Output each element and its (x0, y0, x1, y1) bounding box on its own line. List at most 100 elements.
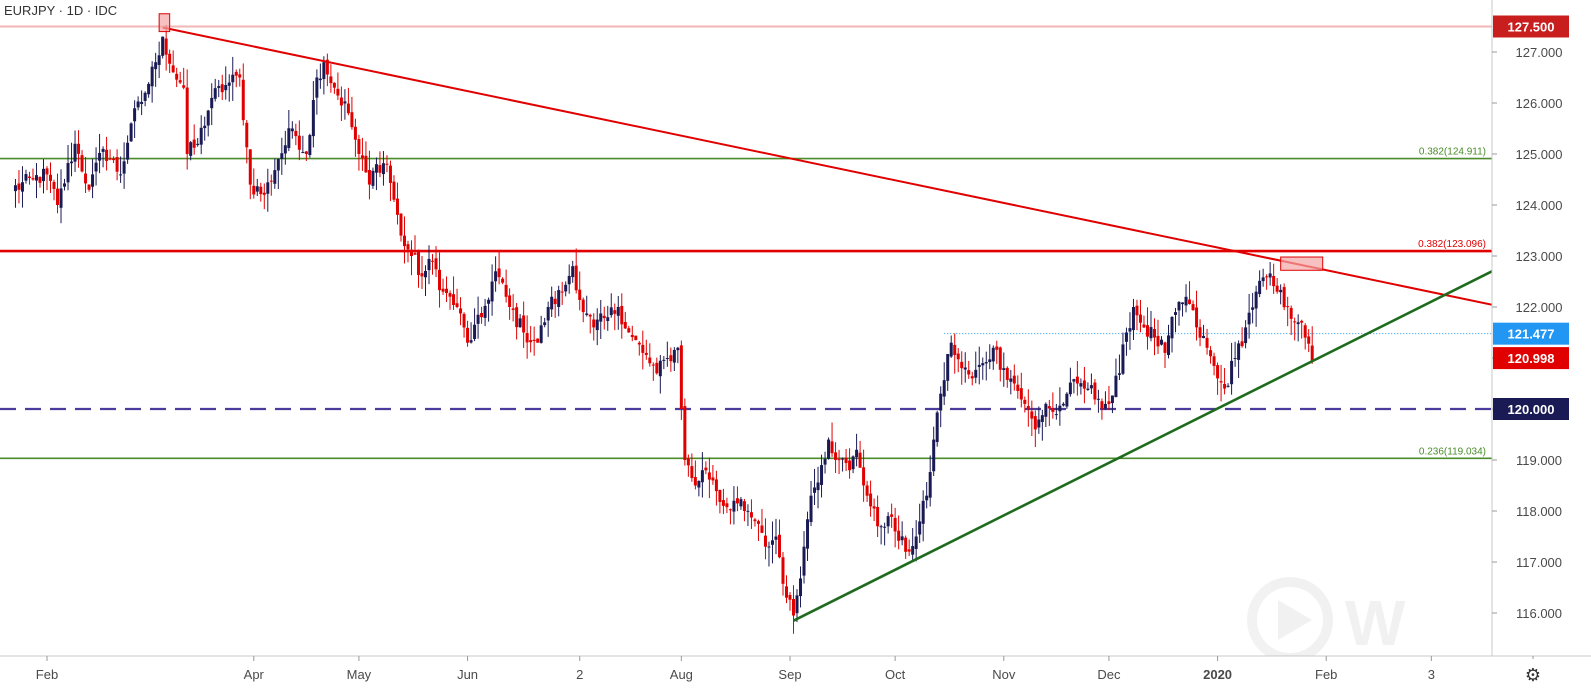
candle-body (553, 298, 557, 305)
candle-body (841, 458, 845, 460)
candle-body (346, 103, 350, 114)
candle-body (620, 305, 624, 325)
candle-body (1100, 401, 1104, 409)
candle-body (402, 235, 406, 247)
candle-body (1012, 375, 1016, 384)
candle-body (690, 466, 694, 479)
gear-icon[interactable]: ⚙ (1525, 665, 1541, 686)
candle-body (550, 296, 554, 310)
candle-body (360, 155, 364, 158)
candle-body (94, 162, 98, 172)
candle-body (935, 412, 939, 442)
candle-body (739, 499, 743, 507)
candle-body (1293, 321, 1297, 323)
highlight-recent-high-box (1280, 256, 1324, 271)
candle-body (1209, 350, 1213, 357)
candle-body (234, 71, 238, 76)
candle-body (353, 126, 357, 140)
candle-body (816, 482, 820, 491)
candle-body (385, 163, 389, 165)
candle-body (1296, 322, 1300, 325)
candle-body (115, 157, 119, 172)
candle-body (66, 163, 70, 183)
candle-body (171, 65, 175, 73)
candle-body (371, 170, 375, 186)
candle-body (1002, 368, 1006, 371)
candle-body (637, 342, 641, 345)
candle-body (742, 501, 746, 511)
candle-body (1033, 416, 1037, 430)
candle-body (20, 182, 24, 192)
candle-body (693, 477, 697, 486)
time-tick-label: Aug (670, 667, 693, 682)
price-tick-label: 125.000 (1516, 147, 1563, 162)
candle-body (578, 289, 582, 300)
candle-body (820, 465, 824, 485)
candle-body (697, 481, 701, 488)
candle-body (876, 506, 880, 527)
time-axis-panel[interactable] (0, 656, 1492, 694)
candle-body (777, 534, 781, 558)
candle-body (210, 97, 214, 109)
candle-body (133, 108, 137, 122)
candle-body (792, 598, 796, 616)
candle-body (802, 546, 806, 576)
candle-body (1044, 403, 1048, 417)
price-tick-label: 124.000 (1516, 198, 1563, 213)
candle-body (473, 324, 477, 340)
candle-body (147, 83, 151, 95)
candle-body (424, 270, 428, 278)
candle-body (332, 82, 336, 88)
candle-body (865, 485, 869, 496)
candle-body (1065, 393, 1069, 407)
price-tick-label: 127.000 (1516, 45, 1563, 60)
candle-body (34, 175, 38, 181)
candle-body (571, 266, 575, 278)
candle-body (441, 288, 445, 292)
candle-body (655, 362, 659, 374)
candle-body (1233, 358, 1237, 359)
candle-body (827, 439, 831, 459)
candle-body (56, 188, 60, 205)
candle-body (981, 363, 985, 366)
candle-body (297, 135, 301, 150)
time-tick-label: 3 (1428, 667, 1435, 682)
candle-body (41, 168, 45, 182)
candle-body (136, 101, 140, 108)
candle-body (1009, 378, 1013, 382)
candle-body (13, 185, 17, 192)
candle-body (494, 271, 498, 282)
candle-body (108, 158, 112, 160)
candle-body (350, 112, 354, 128)
price-tick-label: 117.000 (1516, 555, 1562, 570)
candle-body (784, 586, 788, 598)
candle-body (721, 500, 725, 506)
candle-body (501, 278, 505, 283)
candle-body (844, 457, 848, 464)
candle-body (658, 360, 662, 377)
time-tick-label: Oct (885, 667, 906, 682)
candle-body (1079, 383, 1083, 387)
settings-button[interactable]: ⚙ (1515, 659, 1551, 691)
candle-body (1167, 335, 1171, 356)
candle-body (504, 284, 508, 297)
candle-body (182, 85, 186, 88)
candle-body (799, 578, 803, 597)
candle-body (1117, 373, 1121, 375)
candle-body (1265, 276, 1269, 278)
candle-body (1251, 307, 1255, 310)
candle-body (508, 295, 512, 307)
candle-body (511, 308, 515, 310)
price-badge-label: 120.000 (1508, 402, 1555, 417)
candle-body (1181, 302, 1185, 305)
candle-body (77, 143, 81, 154)
candle-body (420, 273, 424, 277)
candle-body (336, 88, 340, 96)
candle-body (1149, 327, 1153, 339)
candle-body (1061, 403, 1065, 406)
candle-body (196, 143, 200, 145)
candle-body (1160, 339, 1163, 345)
candle-body (322, 62, 326, 80)
candle-body (1096, 398, 1100, 400)
candle-body (963, 367, 967, 370)
